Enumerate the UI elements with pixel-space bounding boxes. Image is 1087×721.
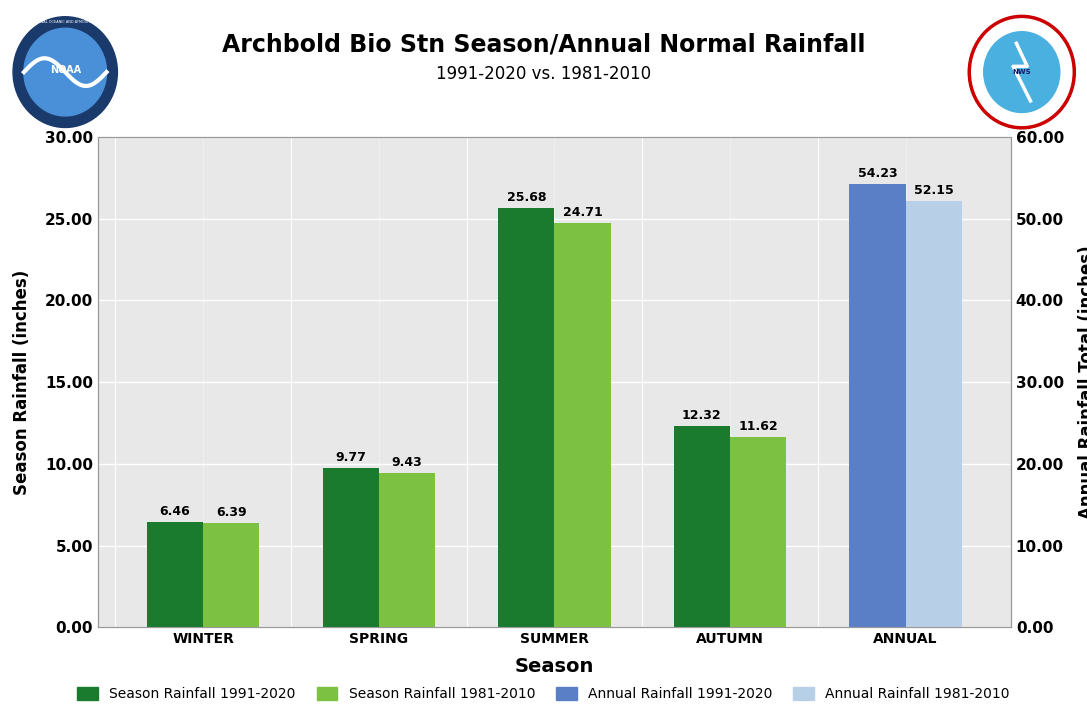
Text: 9.43: 9.43 [391, 456, 422, 469]
X-axis label: Season: Season [514, 658, 595, 676]
Bar [147, 522, 203, 627]
Circle shape [984, 32, 1060, 112]
Bar [378, 473, 435, 627]
Text: 24.71: 24.71 [563, 206, 602, 219]
Circle shape [970, 17, 1074, 128]
Circle shape [24, 28, 107, 116]
Text: 52.15: 52.15 [914, 184, 953, 197]
Text: 25.68: 25.68 [507, 190, 546, 203]
Y-axis label: Season Rainfall (inches): Season Rainfall (inches) [13, 270, 30, 495]
Text: 54.23: 54.23 [858, 167, 897, 180]
Text: 11.62: 11.62 [738, 420, 778, 433]
Text: 6.46: 6.46 [160, 505, 190, 518]
Text: 6.39: 6.39 [216, 505, 247, 518]
Text: NWS: NWS [1012, 69, 1032, 75]
Text: 1991-2020 vs. 1981-2010: 1991-2020 vs. 1981-2010 [436, 65, 651, 83]
Bar [674, 426, 730, 627]
Text: Archbold Bio Stn Season/Annual Normal Rainfall: Archbold Bio Stn Season/Annual Normal Ra… [222, 32, 865, 56]
Y-axis label: Annual Rainfall Total (inches): Annual Rainfall Total (inches) [1078, 245, 1087, 519]
Legend: Season Rainfall 1991-2020, Season Rainfall 1981-2010, Annual Rainfall 1991-2020,: Season Rainfall 1991-2020, Season Rainfa… [72, 682, 1015, 707]
Bar [498, 208, 554, 627]
Bar [730, 438, 786, 627]
Text: NOAA: NOAA [50, 65, 80, 75]
Circle shape [13, 17, 117, 128]
Text: 9.77: 9.77 [335, 451, 366, 464]
Bar [849, 184, 905, 627]
Text: NATIONAL OCEANIC AND ATMOSPHERIC: NATIONAL OCEANIC AND ATMOSPHERIC [30, 20, 100, 25]
Bar [203, 523, 260, 627]
Bar [905, 201, 962, 627]
Bar [554, 224, 611, 627]
Text: 12.32: 12.32 [682, 409, 722, 422]
Bar [323, 468, 378, 627]
